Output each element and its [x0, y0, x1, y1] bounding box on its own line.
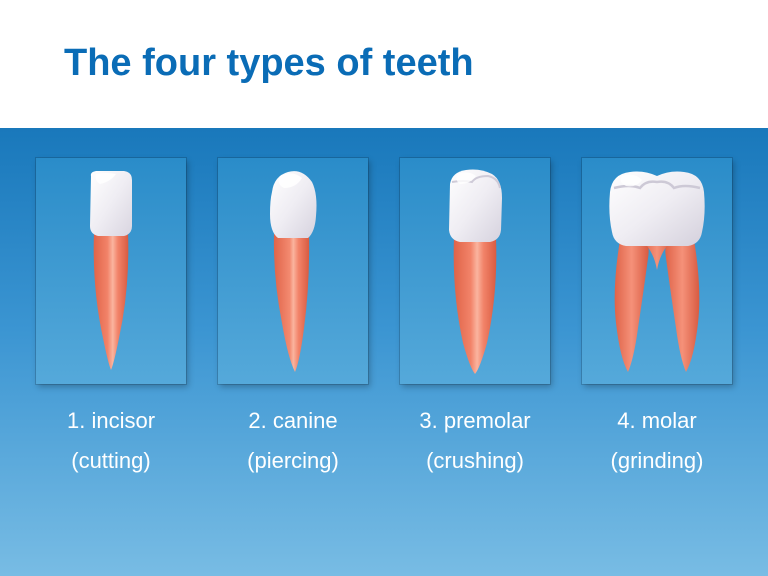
header: The four types of teeth [0, 0, 768, 128]
label-function: (piercing) [218, 448, 368, 474]
label-number: 4. [617, 408, 635, 433]
label-canine: 2. canine (piercing) [218, 408, 368, 474]
label-text: molar [642, 408, 697, 433]
label-function: (grinding) [582, 448, 732, 474]
label-name: 4. molar [582, 408, 732, 434]
label-text: premolar [444, 408, 531, 433]
label-text: canine [273, 408, 338, 433]
label-number: 3. [419, 408, 437, 433]
main-area: 1. incisor (cutting) 2. canine (piercing… [0, 128, 768, 576]
premolar-icon [400, 158, 550, 384]
label-number: 2. [248, 408, 266, 433]
label-number: 1. [67, 408, 85, 433]
molar-icon [582, 158, 732, 384]
tooth-panels [0, 128, 768, 384]
panel-canine [218, 158, 368, 384]
canine-icon [218, 158, 368, 384]
label-function: (cutting) [36, 448, 186, 474]
panel-molar [582, 158, 732, 384]
label-name: 1. incisor [36, 408, 186, 434]
label-text: incisor [91, 408, 155, 433]
incisor-icon [36, 158, 186, 384]
panel-incisor [36, 158, 186, 384]
labels-row: 1. incisor (cutting) 2. canine (piercing… [0, 384, 768, 474]
label-function: (crushing) [400, 448, 550, 474]
label-incisor: 1. incisor (cutting) [36, 408, 186, 474]
label-name: 2. canine [218, 408, 368, 434]
page-title: The four types of teeth [64, 42, 768, 85]
label-name: 3. premolar [400, 408, 550, 434]
label-premolar: 3. premolar (crushing) [400, 408, 550, 474]
label-molar: 4. molar (grinding) [582, 408, 732, 474]
panel-premolar [400, 158, 550, 384]
